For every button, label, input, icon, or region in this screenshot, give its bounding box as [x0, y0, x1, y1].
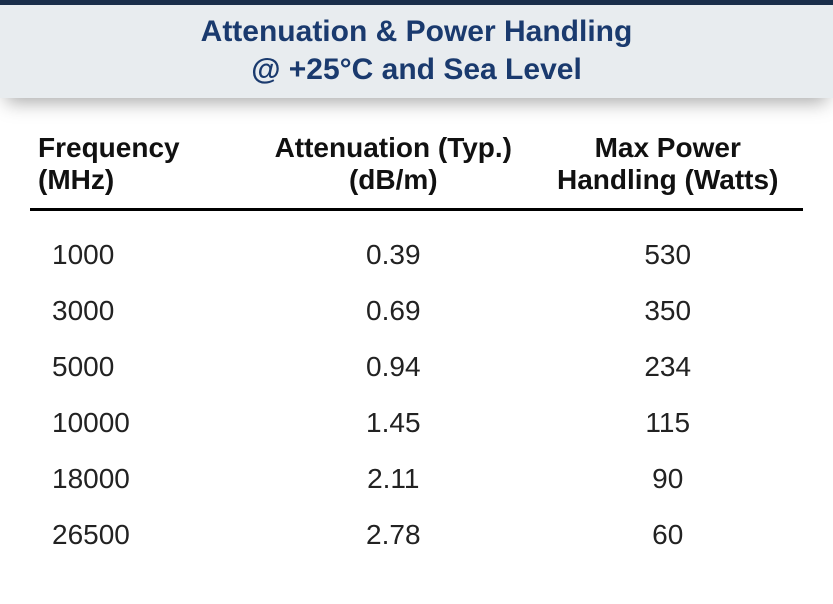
cell-frequency: 5000 — [30, 339, 254, 395]
table-header: Frequency (MHz) Attenuation (Typ.) (dB/m… — [30, 126, 803, 210]
cell-attenuation: 0.94 — [254, 339, 532, 395]
cell-attenuation: 2.78 — [254, 507, 532, 563]
cell-frequency: 1000 — [30, 211, 254, 283]
cell-power: 350 — [532, 283, 803, 339]
cell-power: 60 — [532, 507, 803, 563]
table-wrapper: Frequency (MHz) Attenuation (Typ.) (dB/m… — [0, 98, 833, 563]
cell-power: 115 — [532, 395, 803, 451]
table-row: 1000 0.39 530 — [30, 211, 803, 283]
cell-frequency: 26500 — [30, 507, 254, 563]
title-line-2: @ +25°C and Sea Level — [0, 51, 833, 89]
cell-attenuation: 1.45 — [254, 395, 532, 451]
col-header-frequency: Frequency (MHz) — [30, 126, 254, 210]
table-row: 3000 0.69 350 — [30, 283, 803, 339]
col-header-line1: Attenuation (Typ.) — [275, 132, 512, 163]
table-row: 5000 0.94 234 — [30, 339, 803, 395]
cell-attenuation: 0.39 — [254, 211, 532, 283]
col-header-line1: Frequency — [38, 132, 180, 163]
attenuation-table: Frequency (MHz) Attenuation (Typ.) (dB/m… — [30, 126, 803, 563]
cell-frequency: 18000 — [30, 451, 254, 507]
table-row: 10000 1.45 115 — [30, 395, 803, 451]
col-header-line2: (dB/m) — [349, 164, 438, 195]
col-header-attenuation: Attenuation (Typ.) (dB/m) — [254, 126, 532, 210]
cell-attenuation: 0.69 — [254, 283, 532, 339]
cell-power: 234 — [532, 339, 803, 395]
table-title-banner: Attenuation & Power Handling @ +25°C and… — [0, 0, 833, 98]
title-line-1: Attenuation & Power Handling — [0, 13, 833, 51]
cell-power: 530 — [532, 211, 803, 283]
cell-frequency: 10000 — [30, 395, 254, 451]
cell-attenuation: 2.11 — [254, 451, 532, 507]
table-row: 26500 2.78 60 — [30, 507, 803, 563]
col-header-max-power: Max Power Handling (Watts) — [532, 126, 803, 210]
table-row: 18000 2.11 90 — [30, 451, 803, 507]
col-header-line2: (MHz) — [38, 164, 114, 195]
col-header-line1: Max Power — [595, 132, 741, 163]
col-header-line2: Handling (Watts) — [557, 164, 778, 195]
table-body: 1000 0.39 530 3000 0.69 350 5000 0.94 23… — [30, 211, 803, 563]
cell-frequency: 3000 — [30, 283, 254, 339]
cell-power: 90 — [532, 451, 803, 507]
